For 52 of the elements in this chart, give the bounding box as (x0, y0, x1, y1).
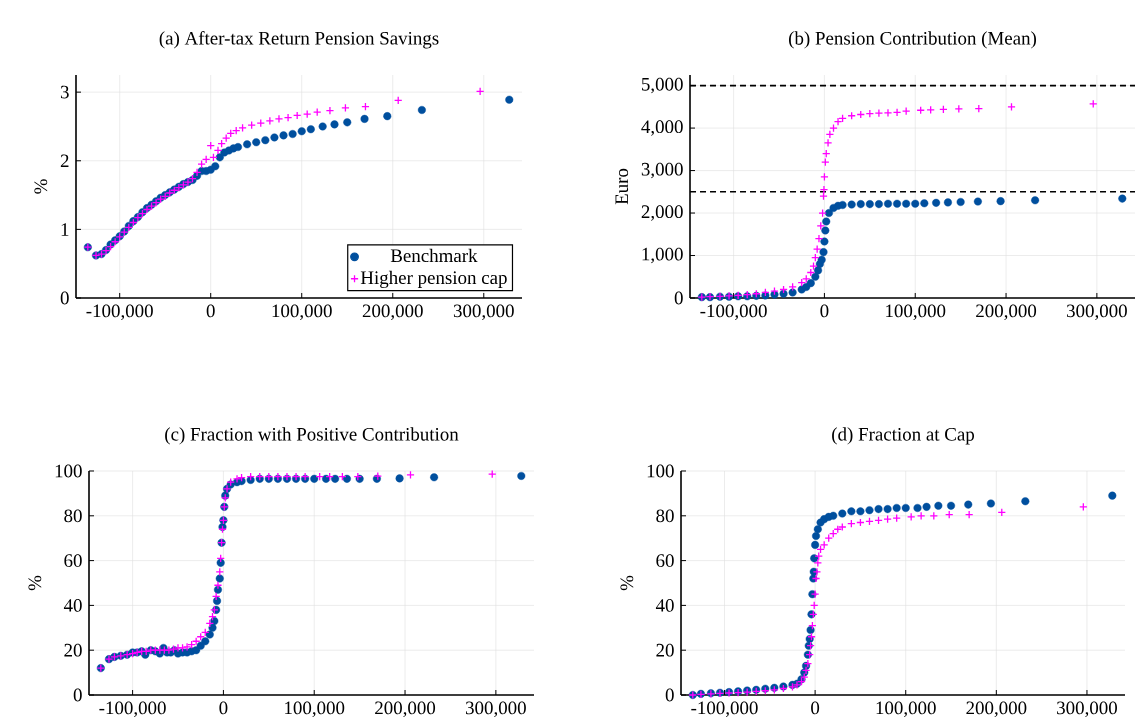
x-tick-label: 200,000 (976, 304, 1037, 320)
y-tick-label: 2,000 (641, 205, 683, 221)
y-tick-label: 20 (656, 643, 674, 657)
y-tick-label: 80 (64, 509, 82, 523)
y-tick-label: 0 (60, 291, 69, 305)
y-axis-title: % (620, 575, 634, 591)
y-tick-label: 3 (60, 85, 69, 99)
y-tick-label: 40 (655, 599, 674, 612)
y-axis-title: % (34, 179, 48, 194)
x-tick-label: 100,000 (876, 701, 936, 717)
x-tick-label: 100,000 (272, 304, 332, 320)
y-tick-label: 4,000 (641, 120, 683, 136)
y-tick-label: 2 (60, 154, 69, 168)
y-tick-label: 60 (64, 554, 82, 567)
y-tick-label: 100 (647, 464, 674, 478)
chart-title: (a) After-tax Return Pension Savings (159, 31, 439, 49)
x-tick-label: -100,000 (691, 701, 758, 717)
y-tick-label: 20 (64, 643, 82, 657)
y-tick-label: 3,000 (641, 162, 683, 179)
x-tick-label: -100,000 (99, 701, 166, 717)
y-tick-label: 80 (656, 509, 674, 523)
chart-title: (d) Fraction at Cap (832, 427, 975, 445)
x-tick-label: 300,000 (1067, 304, 1127, 320)
x-tick-label: 300,000 (466, 701, 526, 717)
y-tick-label: 5,000 (642, 77, 683, 94)
y-tick-label: 100 (55, 464, 82, 478)
y-axis-title: Euro (615, 168, 629, 205)
x-tick-label: 200,000 (966, 701, 1027, 717)
legend-label: Higher pension cap (360, 270, 507, 288)
x-tick-label: 100,000 (285, 701, 345, 717)
x-tick-label: 0 (206, 304, 215, 318)
x-tick-label: 200,000 (362, 304, 423, 320)
x-tick-label: 100,000 (886, 304, 946, 320)
x-tick-label: 0 (219, 701, 228, 715)
y-tick-label: 60 (656, 554, 674, 567)
x-tick-label: -100,000 (700, 304, 767, 320)
y-tick-label: 40 (63, 599, 82, 612)
x-tick-label: -100,000 (86, 304, 153, 320)
legend-label: Benchmark (390, 248, 478, 263)
y-tick-label: 0 (674, 291, 683, 305)
y-tick-label: 0 (73, 688, 82, 702)
x-tick-label: 0 (820, 304, 829, 318)
x-tick-label: 300,000 (1057, 701, 1117, 717)
x-tick-label: 0 (811, 701, 820, 715)
y-tick-label: 1 (61, 223, 69, 236)
y-tick-label: 1,000 (642, 247, 683, 264)
chart-title: (b) Pension Contribution (Mean) (789, 31, 1037, 49)
chart-title: (c) Fraction with Positive Contribution (165, 427, 459, 445)
y-axis-title: % (28, 575, 42, 591)
y-tick-label: 0 (665, 688, 674, 702)
x-tick-label: 300,000 (453, 304, 514, 320)
x-tick-label: 200,000 (375, 701, 436, 717)
